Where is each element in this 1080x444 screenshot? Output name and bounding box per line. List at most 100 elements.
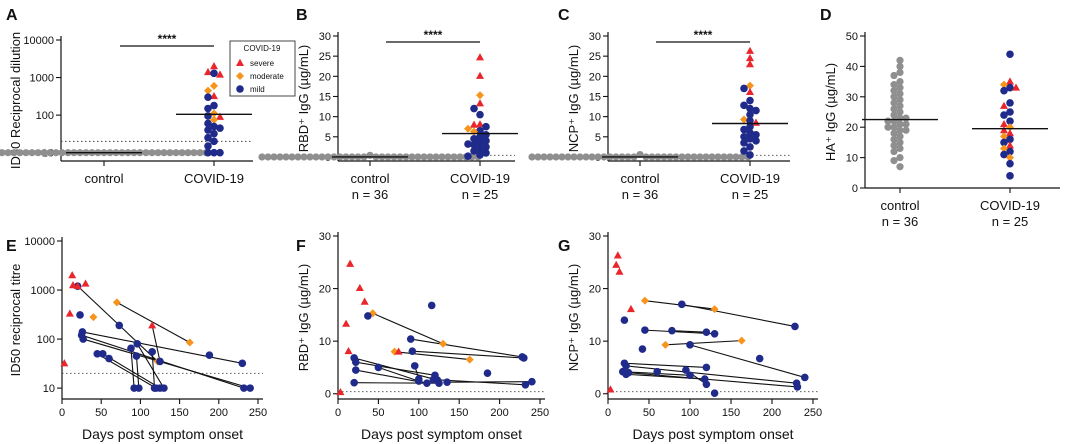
data-point-mild (476, 139, 484, 147)
data-point-severe (746, 60, 754, 68)
data-point-control (896, 96, 904, 104)
y-tick-label: 20 (319, 284, 331, 296)
data-point-mild (1006, 172, 1014, 180)
data-point-control (258, 153, 266, 161)
y-tick-label: 30 (319, 231, 331, 243)
y-tick-label: 15 (319, 91, 331, 103)
data-point-control (10, 149, 18, 157)
legend: COVID-19 severe moderate mild (229, 40, 296, 97)
data-point-control (450, 153, 458, 161)
longitudinal-line (412, 350, 524, 359)
x-tick-label: 50 (643, 407, 655, 419)
data-point-control (270, 153, 278, 161)
x-tick-label: 250 (804, 407, 822, 419)
data-point-control (896, 154, 904, 162)
data-point-mild (1006, 147, 1014, 156)
data-point-moderate (640, 296, 649, 305)
data-point-mild (791, 322, 799, 331)
data-point-control (896, 138, 904, 146)
x-tick-label: 100 (410, 407, 428, 419)
data-point-mild (204, 104, 212, 113)
y-tick-label: 50 (846, 31, 858, 43)
data-point-mild (740, 125, 748, 134)
data-point-severe (746, 87, 754, 96)
data-point-moderate (1000, 144, 1008, 153)
data-point-mild (133, 340, 142, 348)
data-point-severe (1000, 101, 1008, 109)
data-point-mild (98, 350, 107, 358)
x-tick-label: 100 (131, 407, 149, 419)
data-point-mild (752, 137, 760, 145)
x-tick-label: COVID-19 (184, 171, 244, 186)
data-point-control (896, 126, 904, 134)
data-point-mild (406, 335, 415, 343)
longitudinal-line (378, 366, 419, 382)
data-point-severe (746, 53, 754, 62)
data-point-control (426, 153, 434, 161)
data-point-control (540, 153, 548, 161)
data-point-moderate (210, 109, 218, 118)
data-point-severe (236, 58, 244, 66)
data-point-control (528, 153, 536, 161)
group-n-label: n = 25 (732, 187, 769, 202)
y-tick-label: 0 (852, 183, 858, 195)
data-point-mild (1000, 86, 1008, 95)
data-point-mild (210, 148, 218, 157)
data-point-control (142, 149, 150, 157)
data-point-control (896, 56, 904, 64)
y-tick-label: 10000 (23, 35, 54, 47)
data-point-control (564, 153, 572, 161)
data-point-control (890, 99, 898, 107)
significance-label: **** (694, 28, 713, 42)
x-tick-label: control (620, 171, 659, 186)
data-point-mild (746, 110, 754, 119)
data-point-mild (1006, 50, 1014, 59)
longitudinal-line (136, 343, 165, 389)
panel-letter: C (558, 7, 570, 24)
y-tick-label: 10 (319, 112, 331, 124)
longitudinal-line (665, 340, 742, 346)
data-point-control (890, 157, 898, 165)
data-point-mild (1006, 83, 1014, 92)
y-tick-label: 20 (319, 71, 331, 83)
data-point-mild (702, 363, 711, 372)
data-point-moderate (210, 115, 218, 124)
data-point-mild (638, 345, 647, 353)
data-point-control (702, 153, 710, 161)
data-point-severe (606, 385, 615, 393)
data-point-mild (1006, 159, 1014, 168)
data-point-control (438, 153, 446, 161)
x-tick-label: 50 (95, 407, 107, 419)
panel-letter: G (558, 238, 570, 255)
longitudinal-line (151, 325, 161, 362)
data-point-control (896, 78, 904, 86)
data-point-mild (470, 141, 478, 149)
data-point-control (890, 111, 898, 119)
panel-letter: B (296, 7, 308, 24)
y-tick-label: 1000 (30, 73, 54, 85)
data-point-mild (740, 133, 748, 141)
data-point-mild (427, 301, 436, 310)
data-point-mild (1000, 150, 1008, 159)
data-point-severe (746, 46, 754, 54)
x-axis-label: Days post symptom onset (82, 426, 243, 442)
significance-label: **** (424, 28, 443, 42)
longitudinal-line (372, 312, 444, 345)
data-point-control (902, 126, 910, 134)
y-tick-label: 10 (319, 336, 331, 348)
x-tick-label: COVID-19 (720, 171, 780, 186)
data-point-mild (148, 348, 156, 356)
data-point-moderate (746, 81, 754, 90)
data-point-control (896, 68, 904, 77)
data-point-control (184, 149, 192, 157)
data-point-severe (68, 271, 77, 279)
data-point-mild (210, 69, 218, 78)
data-point-control (154, 149, 162, 157)
data-point-mild (204, 142, 212, 150)
data-point-mild (1006, 135, 1014, 144)
y-tick-label: 5 (325, 132, 331, 144)
data-point-mild (752, 106, 760, 115)
